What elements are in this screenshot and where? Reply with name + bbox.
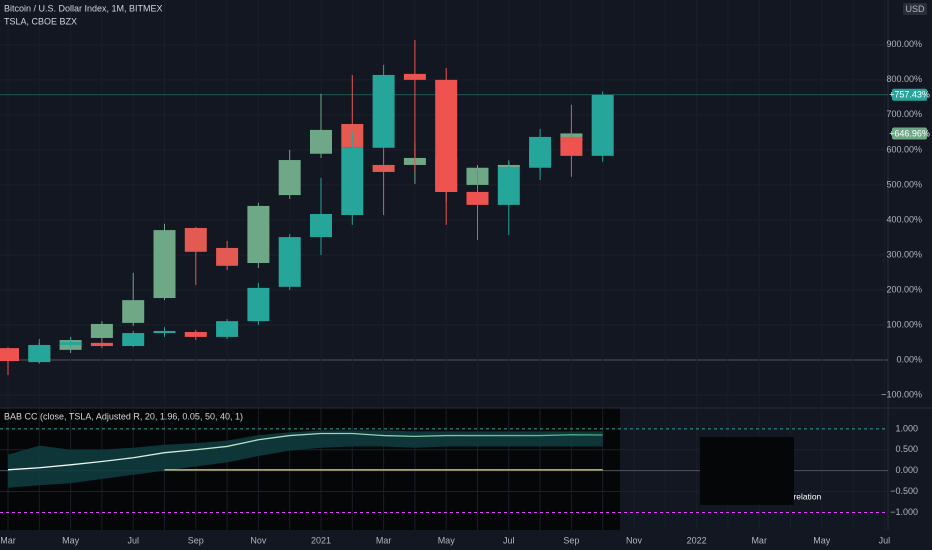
price-tag [892, 127, 927, 140]
price-tag [892, 88, 927, 101]
candle-body [247, 205, 270, 264]
candle-body [247, 287, 270, 322]
candle-body [184, 332, 207, 337]
x-tick-label: May [438, 535, 456, 545]
candle-body [497, 167, 520, 205]
compare-symbol: TSLA, CBOE BZX [4, 16, 77, 26]
indicator-tick-label: 1.000 [895, 423, 918, 433]
indicator-tick-label: −1.000 [890, 507, 918, 517]
indicator-title: BAB CC (close, TSLA, Adjusted R, 20, 1.9… [4, 411, 243, 421]
y-tick-label: 300.00% [886, 249, 922, 259]
y-tick-label: 0.00% [896, 354, 922, 364]
indicator-tick-label: 0.000 [895, 465, 918, 475]
candle-body [591, 94, 614, 156]
indicator-tick-label: −0.500 [890, 486, 918, 496]
y-tick-label: 400.00% [886, 214, 922, 224]
candle-body [153, 230, 176, 299]
candle-body [310, 213, 332, 238]
candle-body [0, 348, 19, 362]
y-tick-label: 600.00% [886, 144, 922, 154]
currency-badge[interactable] [903, 3, 927, 15]
x-tick-label: Nov [250, 535, 267, 545]
candle-body [310, 129, 332, 154]
candle-body [122, 333, 145, 347]
correlation-line [7, 432, 603, 471]
candle-body [435, 79, 458, 192]
candle-body [122, 300, 145, 323]
y-tick-label: 200.00% [886, 284, 922, 294]
y-tick-label: 700.00% [886, 109, 922, 119]
main-title: Bitcoin / U.S. Dollar Index, 1M, BITMEX [4, 3, 163, 13]
confidence-band [8, 430, 603, 488]
candle-body [153, 330, 176, 334]
indicator-tick-label: 0.500 [895, 444, 918, 454]
x-tick-label: Mar [376, 535, 392, 545]
x-tick-label: Sep [188, 535, 204, 545]
candle-body [216, 247, 239, 266]
candle-body [278, 160, 301, 196]
y-tick-label: 900.00% [886, 39, 922, 49]
currency[interactable]: USD [905, 4, 925, 14]
candle-body [403, 73, 426, 80]
candle-body [28, 344, 51, 363]
candle-body [466, 191, 489, 205]
candle-body [529, 136, 552, 168]
y-tick-label: −100.00% [881, 389, 922, 399]
candle-body [372, 74, 395, 148]
x-tick-label: 2021 [311, 535, 331, 545]
candle-body [90, 342, 113, 347]
candle-body [90, 323, 113, 338]
x-tick-label: May [62, 535, 80, 545]
x-tick-label: Jul [503, 535, 515, 545]
x-tick-label: Jul [879, 535, 891, 545]
x-tick-label: Mar [751, 535, 767, 545]
x-tick-label: May [813, 535, 831, 545]
y-tick-label: 800.00% [886, 74, 922, 84]
candle-body [184, 227, 207, 252]
price-tag-label: +646.96% [889, 128, 930, 138]
candle-body [278, 237, 301, 287]
x-tick-label: Nov [626, 535, 643, 545]
candle-body [341, 147, 364, 216]
x-tick-label: Sep [563, 535, 579, 545]
candle-body [59, 342, 82, 345]
candle-body [560, 136, 583, 156]
y-tick-label: 500.00% [886, 179, 922, 189]
x-tick-label: Mar [0, 535, 16, 545]
candle-body [216, 321, 239, 337]
y-tick-label: 100.00% [886, 319, 922, 329]
x-tick-label: 2022 [687, 535, 707, 545]
price-tag-label: +757.43% [889, 90, 930, 100]
stats-box [700, 437, 794, 505]
x-tick-label: Jul [127, 535, 139, 545]
candle-body [372, 164, 395, 172]
